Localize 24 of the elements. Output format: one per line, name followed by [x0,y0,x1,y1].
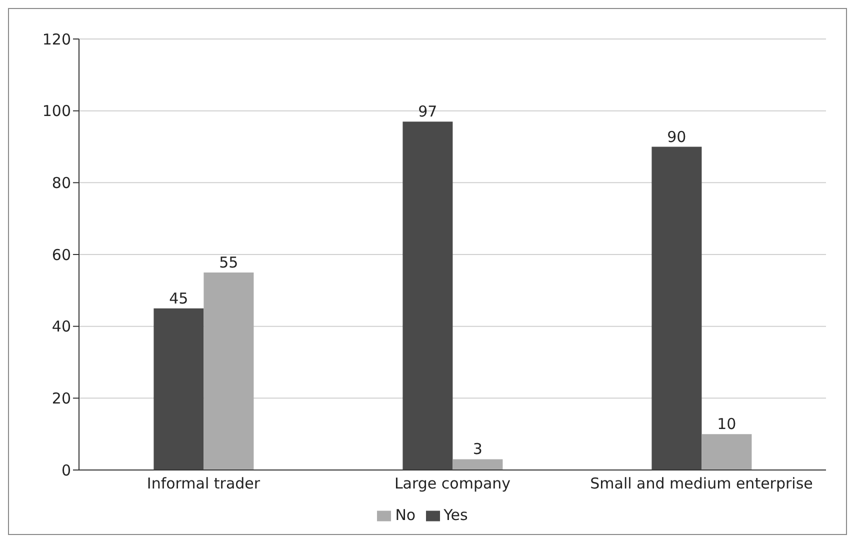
data-label: 55 [219,253,238,272]
y-tick-label: 100 [42,102,71,120]
bar [204,272,254,470]
legend-label: Yes [444,506,468,524]
y-tick-label: 80 [52,174,71,192]
data-label: 10 [717,415,736,434]
bar [452,459,503,470]
bar [702,434,752,470]
data-label: 3 [472,440,482,458]
data-label: 90 [667,128,686,146]
data-label: 45 [169,289,188,308]
bar [652,146,702,470]
y-tick-label: 120 [42,30,71,48]
y-tick-label: 40 [52,318,71,336]
y-tick-label: 0 [61,461,71,480]
data-label: 97 [418,102,438,121]
y-tick-label: 20 [52,389,71,408]
x-tick-label: Small and medium enterprise [590,474,813,493]
bar [154,308,204,470]
x-tick-label: Large company [394,474,511,493]
y-tick-label: 60 [52,246,71,264]
legend-label: No [395,506,416,524]
x-tick-label: Informal trader [146,474,261,493]
bar [402,122,453,470]
